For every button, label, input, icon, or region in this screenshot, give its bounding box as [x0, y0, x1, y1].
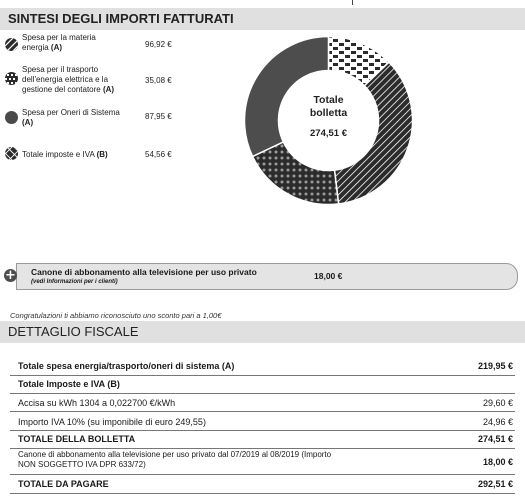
table-row-excise: Accisa su kWh 1304 a 0,022700 €/kWh 29,6…: [10, 394, 515, 412]
table-row-tv-license: Canone di abbonamento alla televisione p…: [10, 449, 515, 475]
donut-slice-energy: [333, 61, 414, 205]
top-divider-tick: [352, 0, 353, 5]
tv-license-value: 18,00 €: [314, 271, 343, 281]
discount-note: Congratulazioni ti abbiamo riconosciuto …: [10, 311, 222, 320]
tv-license-box[interactable]: [16, 263, 518, 290]
summary-header: SINTESI DEGLI IMPORTI FATTURATI: [0, 8, 525, 30]
donut-slice-taxes: [251, 140, 340, 206]
plus-circle-icon[interactable]: +: [4, 268, 17, 283]
legend-value-energy: 96,92 €: [145, 40, 172, 49]
donut-chart: Totale bolletta 274,51 €: [243, 35, 414, 206]
tv-license-title: Canone di abbonamento alla televisione p…: [31, 267, 257, 277]
legend-value-system: 87,95 €: [145, 112, 172, 121]
taxes-pattern-icon: [5, 147, 18, 160]
table-row-total-taxes: Totale Imposte e IVA (B): [10, 376, 515, 394]
donut-center-amount: 274,51 €: [310, 128, 348, 139]
table-row-bill-total: TOTALE DELLA BOLLETTA 274,51 €: [10, 432, 515, 449]
legend-label-taxes: Totale imposte e IVA (B): [22, 150, 108, 159]
donut-center-title-2: bolletta: [310, 107, 347, 119]
donut-slice-system: [243, 35, 330, 158]
energy-pattern-icon: [5, 38, 18, 51]
table-row-vat: Importo IVA 10% (su imponibile di euro 2…: [10, 413, 515, 431]
transport-pattern-icon: [5, 72, 18, 85]
legend-label-energy: Spesa per la materia energia (A): [22, 33, 96, 52]
donut-center-title-1: Totale: [313, 94, 343, 106]
table-row-total-energy: Totale spesa energia/trasporto/oneri di …: [10, 358, 515, 376]
table-row-amount-due: TOTALE DA PAGARE 292,51 €: [10, 476, 515, 494]
legend-value-transport: 35,08 €: [145, 76, 172, 85]
legend-label-system: Spesa per Oneri di Sistema (A): [22, 108, 120, 127]
legend-label-transport: Spesa per il trasporto dell'energia elet…: [22, 65, 115, 94]
legend-value-taxes: 54,56 €: [145, 150, 172, 159]
tv-license-info-link[interactable]: (vedi Informazioni per i clienti): [31, 279, 118, 285]
system-charges-icon: [5, 111, 18, 124]
fiscal-detail-header: DETTAGLIO FISCALE: [0, 321, 525, 343]
